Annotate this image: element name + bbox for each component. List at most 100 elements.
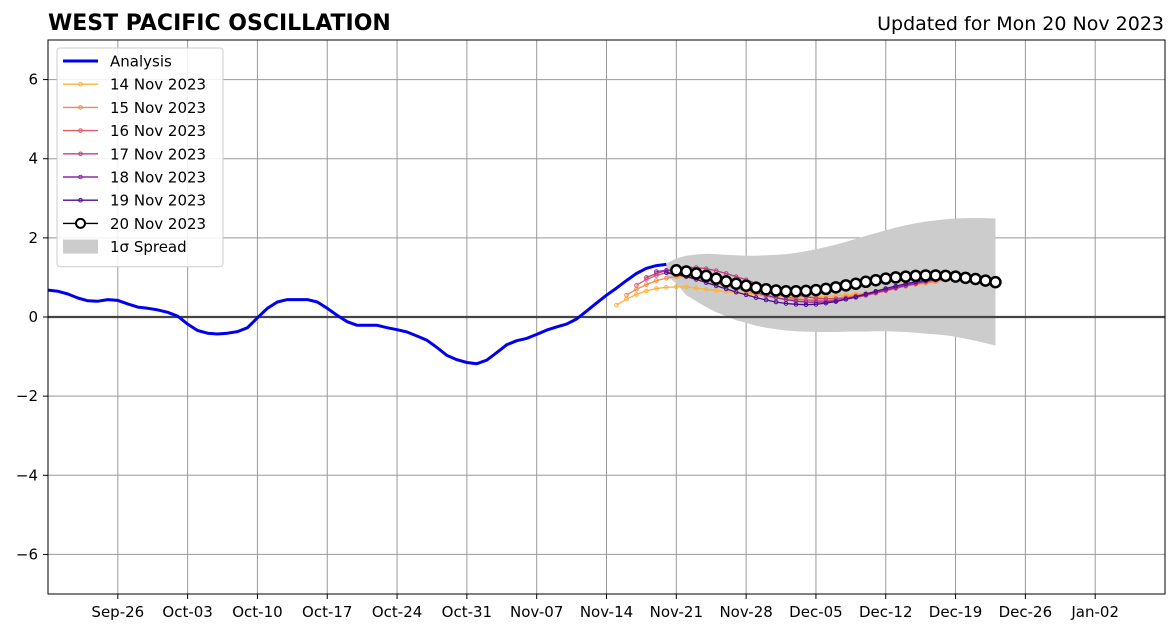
- forecast-point: [719, 275, 733, 288]
- forecast-point: [759, 283, 773, 296]
- x-tick-label: Oct-17: [302, 603, 352, 621]
- forecast-point: [799, 284, 813, 298]
- x-tick-label: Dec-05: [789, 603, 843, 621]
- forecast-point: [674, 284, 679, 290]
- forecast-point: [664, 275, 669, 281]
- forecast-point: [809, 283, 823, 297]
- y-tick-label: 0: [28, 308, 38, 326]
- forecast-point: [873, 288, 879, 294]
- forecast-point: [690, 267, 703, 280]
- x-tick-label: Oct-31: [442, 603, 492, 621]
- forecast-point: [819, 282, 833, 296]
- forecast-point: [644, 277, 649, 282]
- forecast-point: [729, 277, 743, 291]
- legend-marker: [78, 105, 83, 110]
- forecast-point: [783, 301, 789, 306]
- forecast-point: [939, 269, 952, 283]
- legend-label: 19 Nov 2023: [110, 192, 206, 210]
- x-tick-label: Nov-14: [580, 603, 633, 621]
- legend-label: Analysis: [110, 53, 172, 71]
- forecast-point: [680, 265, 693, 278]
- legend-label: 17 Nov 2023: [110, 145, 206, 163]
- y-tick-label: 4: [28, 150, 38, 168]
- legend-label: 20 Nov 2023: [110, 215, 206, 233]
- forecast-point: [664, 268, 669, 273]
- forecast-point: [893, 283, 899, 289]
- y-tick-label: −4: [16, 466, 38, 484]
- forecast-point: [709, 272, 723, 285]
- forecast-point: [843, 296, 849, 302]
- forecast-point: [889, 271, 902, 284]
- forecast-point: [979, 274, 992, 287]
- forecast-point: [989, 275, 1002, 289]
- y-tick-label: 6: [28, 71, 38, 89]
- x-axis-ticks: Sep-26 Oct-03 Oct-10 Oct-17 Oct-24 Oct-31 Nov-…: [91, 594, 1119, 621]
- forecast-point: [763, 297, 769, 303]
- x-tick-label: Sep-26: [91, 603, 144, 621]
- analysis-line: [47, 262, 667, 366]
- x-tick-label: Oct-03: [162, 603, 212, 621]
- forecast-point: [833, 299, 839, 304]
- forecast-point: [883, 286, 889, 291]
- forecast-point: [713, 288, 719, 293]
- y-tick-label: −6: [16, 545, 38, 563]
- legend-label: 1σ Spread: [110, 238, 187, 256]
- forecast-point: [769, 284, 783, 297]
- legend-label: 15 Nov 2023: [110, 99, 206, 117]
- forecast-point: [773, 299, 779, 305]
- legend-marker: [78, 197, 83, 203]
- forecast-point: [919, 269, 932, 282]
- forecast-point: [654, 271, 659, 276]
- forecast-point: [813, 302, 819, 307]
- x-tick-label: Oct-10: [232, 603, 282, 621]
- forecast-point: [743, 292, 749, 298]
- forecast-point: [869, 273, 883, 287]
- forecast-point: [803, 299, 809, 305]
- forecast-point: [929, 269, 942, 282]
- forecast-point: [614, 302, 619, 308]
- forecast-point: [849, 277, 863, 291]
- forecast-point: [683, 284, 689, 290]
- forecast-point: [839, 279, 853, 292]
- y-tick-label: −2: [16, 387, 38, 405]
- x-tick-label: Dec-12: [859, 603, 913, 621]
- forecast-point: [823, 300, 829, 306]
- legend-marker: [78, 128, 83, 133]
- forecast-point: [803, 302, 809, 308]
- legend-marker: [78, 174, 83, 180]
- x-tick-label: Nov-28: [719, 603, 772, 621]
- legend-box: [56, 47, 224, 268]
- forecast-point: [859, 275, 873, 289]
- forecast-point: [723, 289, 729, 294]
- forecast-point: [879, 272, 892, 285]
- forecast-point: [654, 286, 659, 291]
- legend-label: 16 Nov 2023: [110, 122, 206, 140]
- forecast-point: [739, 279, 753, 292]
- forecast-point: [624, 292, 629, 298]
- forecast-point: [789, 285, 803, 298]
- x-tick-label: Jan-02: [1070, 603, 1119, 621]
- forecast-point: [793, 302, 799, 307]
- y-axis-ticks: −6 −4 −2 0 2 4 6: [16, 71, 48, 563]
- legend-label: 18 Nov 2023: [110, 169, 206, 187]
- legend: Analysis 14 Nov 2023 15 Nov 2023 16 Nov 202…: [56, 47, 224, 268]
- legend-swatch: [63, 239, 98, 254]
- x-tick-label: Nov-07: [510, 603, 563, 621]
- forecast-point: [664, 270, 669, 275]
- forecast-point: [693, 285, 699, 291]
- legend-label: 14 Nov 2023: [110, 76, 206, 94]
- chart-subtitle: Updated for Mon 20 Nov 2023: [877, 13, 1164, 35]
- forecast-point: [644, 282, 649, 287]
- forecast-point: [749, 281, 763, 294]
- forecast-point: [699, 269, 713, 283]
- forecast-point: [753, 295, 759, 300]
- forecast-point: [863, 291, 869, 297]
- forecast-point: [853, 294, 859, 300]
- forecast-point: [644, 275, 649, 280]
- forecast-point: [779, 285, 793, 298]
- forecast-point: [829, 281, 843, 294]
- forecast-point: [969, 272, 982, 286]
- forecast-point: [634, 283, 639, 288]
- forecast-point: [634, 292, 639, 297]
